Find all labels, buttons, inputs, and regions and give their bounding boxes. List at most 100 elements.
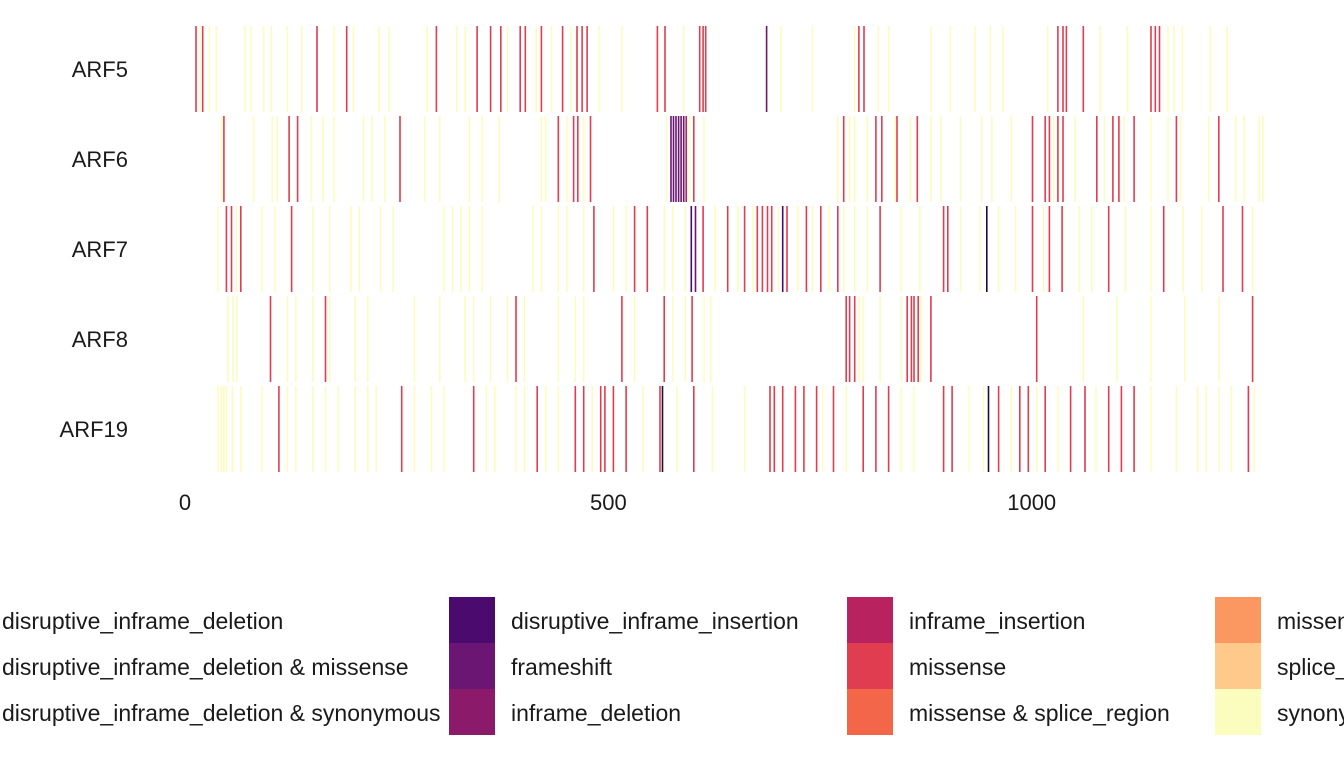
variant-mark <box>399 116 401 202</box>
variant-mark <box>235 206 238 292</box>
variant-mark <box>443 206 445 292</box>
variant-mark <box>837 116 839 202</box>
variant-mark <box>1162 206 1165 292</box>
variant-mark <box>1175 116 1178 202</box>
variant-mark <box>980 116 983 202</box>
variant-mark <box>1112 116 1114 202</box>
variant-mark <box>378 26 380 112</box>
variant-mark <box>951 386 953 472</box>
variant-mark <box>582 386 585 472</box>
variant-mark <box>875 116 877 202</box>
variant-mark <box>582 296 585 382</box>
x-tick-label: 1000 <box>1007 490 1056 515</box>
variant-mark <box>1099 26 1101 112</box>
legend-label: frameshift <box>511 654 613 680</box>
variant-mark <box>1069 386 1072 472</box>
variant-mark <box>877 26 880 112</box>
legend-entry: disruptive_inframe_deletion <box>2 608 283 634</box>
variant-mark <box>220 116 223 202</box>
variant-mark <box>910 296 913 382</box>
variant-mark <box>1116 296 1118 382</box>
variant-mark <box>743 386 746 472</box>
variant-mark <box>1179 116 1182 202</box>
variant-mark <box>684 296 687 382</box>
row-arf19 <box>217 386 1256 472</box>
variant-mark <box>322 116 324 202</box>
legend-entry: disruptive_inframe_insertion <box>449 597 799 643</box>
variant-mark <box>1014 206 1017 292</box>
variant-mark <box>1078 206 1080 292</box>
variant-mark <box>494 386 496 472</box>
variant-mark <box>544 386 547 472</box>
legend-label: disruptive_inframe_deletion <box>2 608 283 634</box>
variant-mark <box>244 26 246 112</box>
variant-mark <box>566 116 568 202</box>
variant-mark <box>1226 26 1228 112</box>
row-label: ARF8 <box>72 327 128 352</box>
variant-mark <box>1154 26 1157 112</box>
variant-mark <box>240 386 242 472</box>
variant-mark <box>896 116 898 202</box>
legend-swatch <box>847 643 893 689</box>
variant-mark <box>853 296 856 382</box>
variant-mark <box>312 296 314 382</box>
variant-mark <box>702 26 704 112</box>
variant-mark <box>1044 116 1046 202</box>
variant-mark <box>676 386 678 472</box>
variant-mark <box>887 386 890 472</box>
variant-mark <box>225 386 228 472</box>
variant-mark <box>199 26 201 112</box>
variant-mark <box>646 206 649 292</box>
variant-mark <box>1082 26 1085 112</box>
variant-mark <box>680 116 682 202</box>
variant-mark <box>685 116 687 202</box>
variant-mark <box>1095 386 1097 472</box>
variant-mark <box>1048 116 1051 202</box>
variant-mark <box>691 296 693 382</box>
variant-mark <box>1150 386 1152 472</box>
variant-mark <box>195 26 197 112</box>
variant-mark <box>301 26 303 112</box>
legend-swatch <box>847 689 893 735</box>
variant-mark <box>1243 116 1245 202</box>
variant-mark <box>400 386 403 472</box>
legend-entry: missense <box>847 643 1006 689</box>
variant-mark <box>765 26 768 112</box>
variant-mark <box>1010 116 1013 202</box>
variant-mark <box>225 206 228 292</box>
variant-mark <box>1207 116 1210 202</box>
variant-mark <box>1061 206 1063 292</box>
variant-mark <box>328 206 331 292</box>
variant-mark <box>900 386 903 472</box>
variant-mark <box>443 386 445 472</box>
variant-mark <box>324 296 327 382</box>
variant-mark <box>423 116 426 202</box>
variant-mark <box>930 296 932 382</box>
variant-mark <box>367 386 369 472</box>
variant-mark <box>232 296 234 382</box>
legend-swatch <box>449 597 495 643</box>
variant-mark <box>413 386 416 472</box>
variant-mark <box>577 116 579 202</box>
variant-mark <box>1048 206 1051 292</box>
variant-mark <box>1091 206 1093 292</box>
variant-mark <box>270 26 273 112</box>
variant-mark <box>862 386 864 472</box>
variant-mark <box>1046 26 1049 112</box>
legend-entry: missense & synonymous <box>1215 597 1344 643</box>
variant-mark <box>906 296 908 382</box>
variant-mark <box>737 206 739 292</box>
variant-mark <box>858 296 860 382</box>
variant-mark <box>481 206 483 292</box>
variant-mark <box>598 26 600 112</box>
variant-mark <box>1107 386 1110 472</box>
legend-label: disruptive_inframe_deletion & missense <box>2 654 409 680</box>
variant-mark <box>664 26 666 112</box>
row-label: ARF6 <box>72 147 128 172</box>
variant-mark <box>974 26 976 112</box>
variant-mark <box>633 296 636 382</box>
variant-mark <box>777 206 780 292</box>
variant-mark <box>1107 206 1110 292</box>
variant-mark <box>987 386 990 472</box>
